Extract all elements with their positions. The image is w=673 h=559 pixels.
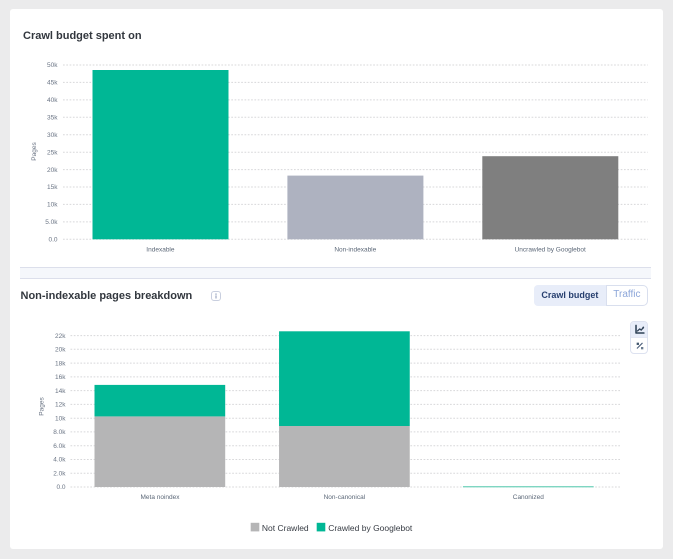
svg-text:6.0k: 6.0k [53,443,66,450]
svg-text:Uncrawled by Googlebot: Uncrawled by Googlebot [515,247,586,254]
svg-text:5.0k: 5.0k [45,219,58,226]
svg-text:Meta noindex: Meta noindex [140,494,180,501]
svg-text:14k: 14k [55,388,66,395]
svg-text:16k: 16k [55,374,66,381]
svg-text:2.0k: 2.0k [53,470,66,477]
svg-text:15k: 15k [47,184,58,191]
svg-text:Crawled by Googlebot: Crawled by Googlebot [328,523,413,533]
svg-text:20k: 20k [55,347,66,354]
svg-text:Pages: Pages [31,142,38,161]
svg-text:Not Crawled: Not Crawled [262,523,309,533]
svg-text:35k: 35k [47,115,58,122]
svg-text:25k: 25k [47,149,58,156]
svg-text:Canonized: Canonized [513,494,544,501]
svg-text:20k: 20k [47,167,58,174]
svg-text:4.0k: 4.0k [53,457,66,464]
svg-text:Non-canonical: Non-canonical [324,494,366,501]
svg-text:10k: 10k [55,415,66,422]
svg-text:0.0: 0.0 [56,484,65,491]
svg-text:0.0: 0.0 [48,237,57,244]
svg-text:Non-indexable: Non-indexable [334,247,376,254]
svg-text:10k: 10k [47,202,58,209]
svg-text:40k: 40k [47,97,58,104]
svg-text:50k: 50k [47,62,58,69]
svg-text:8.0k: 8.0k [53,429,66,436]
svg-text:18k: 18k [55,360,66,367]
svg-text:30k: 30k [47,132,58,139]
svg-text:Indexable: Indexable [146,247,175,254]
svg-text:12k: 12k [55,402,66,409]
svg-text:Pages: Pages [39,397,46,416]
svg-text:22k: 22k [55,333,66,340]
svg-text:45k: 45k [47,80,58,87]
